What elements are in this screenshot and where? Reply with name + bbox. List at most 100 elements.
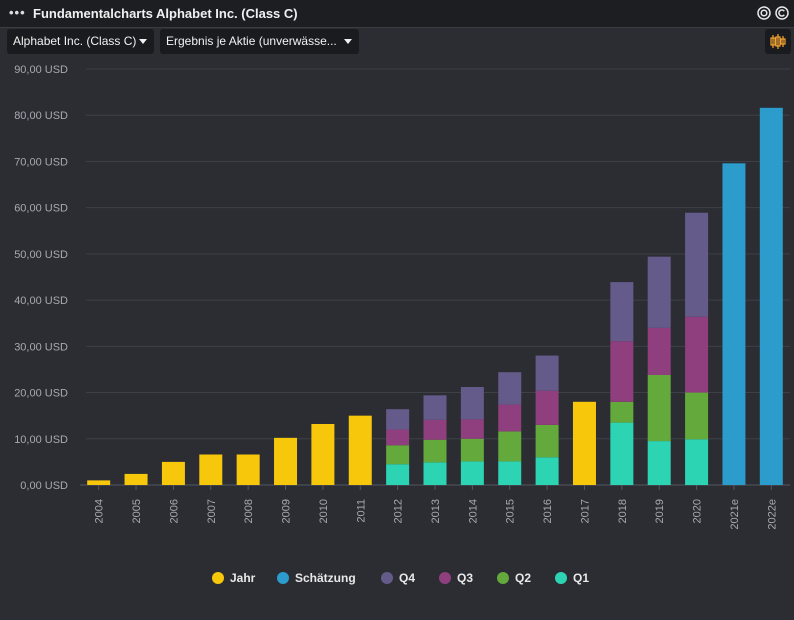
x-tick-label: 2014 [467, 499, 479, 523]
bar-schätzung-2022e [759, 107, 783, 486]
bar-jahr-2008 [236, 454, 260, 485]
bar-q1-2014 [460, 461, 484, 485]
legend-dot [381, 572, 393, 584]
bar-jahr-2017 [572, 401, 596, 485]
bar-q1-2012 [386, 464, 410, 485]
metric-select[interactable]: Ergebnis je Aktie (unverwässe... [160, 29, 359, 54]
legend-label: Q3 [457, 571, 474, 585]
bar-jahr-2004 [87, 480, 111, 485]
legend-item-q2[interactable]: Q2 [497, 568, 531, 588]
y-tick-label: 10,00 USD [14, 434, 68, 446]
ellipsis-icon[interactable]: ••• [9, 5, 26, 20]
bar-jahr-2005 [124, 473, 148, 485]
y-tick-label: 80,00 USD [14, 110, 68, 122]
y-tick-label: 60,00 USD [14, 203, 68, 215]
chevron-down-icon [344, 39, 352, 44]
bar-q4-2016 [535, 355, 559, 391]
x-tick-label: 2009 [281, 499, 293, 523]
bar-q2-2020 [685, 392, 709, 440]
x-tick-label: 2019 [654, 499, 666, 523]
bar-jahr-2009 [274, 437, 298, 485]
x-tick-label: 2008 [243, 499, 255, 523]
legend-item-q1[interactable]: Q1 [555, 568, 589, 588]
legend-item-q4[interactable]: Q4 [381, 568, 415, 588]
x-tick-label: 2010 [318, 499, 330, 523]
bar-q4-2019 [647, 256, 671, 328]
copyright-icon[interactable] [775, 6, 789, 20]
legend-dot [497, 572, 509, 584]
legend-label: Q1 [573, 571, 590, 585]
x-tick-label: 2021e [729, 499, 741, 530]
bar-q2-2012 [386, 445, 410, 465]
bar-jahr-2007 [199, 454, 223, 485]
bar-q2-2018 [610, 401, 634, 423]
y-tick-label: 50,00 USD [14, 249, 68, 261]
x-tick-label: 2005 [131, 499, 143, 523]
legend-dot [555, 572, 567, 584]
bar-q3-2020 [685, 316, 709, 393]
bar-q1-2013 [423, 462, 447, 485]
bar-jahr-2006 [161, 461, 185, 485]
bar-q4-2018 [610, 282, 634, 342]
legend-label: Schätzung [295, 571, 356, 585]
chevron-down-icon [139, 39, 147, 44]
bar-q4-2015 [498, 372, 522, 405]
x-tick-label: 2022e [766, 499, 778, 530]
window-titlebar: ••• Fundamentalcharts Alphabet Inc. (Cla… [0, 0, 794, 28]
bar-q1-2018 [610, 422, 634, 485]
bar-jahr-2011 [348, 415, 372, 485]
bar-q1-2016 [535, 457, 559, 485]
candlestick-settings-icon[interactable] [765, 29, 791, 54]
y-tick-label: 70,00 USD [14, 156, 68, 168]
window-title: Fundamentalcharts Alphabet Inc. (Class C… [33, 6, 298, 21]
legend-label: Jahr [230, 571, 256, 585]
y-tick-label: 0,00 USD [20, 480, 68, 492]
x-tick-label: 2017 [579, 499, 591, 523]
bar-q3-2012 [386, 429, 410, 446]
target-icon[interactable] [757, 6, 771, 20]
bar-q3-2016 [535, 390, 559, 425]
x-tick-label: 2007 [206, 499, 218, 523]
x-tick-label: 2013 [430, 499, 442, 523]
legend-dot [212, 572, 224, 584]
bar-jahr-2010 [311, 423, 335, 485]
bar-q4-2013 [423, 395, 447, 420]
legend-item-schätzung[interactable]: Schätzung [277, 568, 356, 588]
bar-q1-2019 [647, 441, 671, 485]
x-tick-label: 2016 [542, 499, 554, 523]
bar-q4-2014 [460, 387, 484, 420]
legend-label: Q2 [515, 571, 532, 585]
x-tick-label: 2018 [617, 499, 629, 523]
eps-bar-chart: 0,00 USD 10,00 USD 20,00 USD 30,00 USD 40,00… [14, 64, 790, 530]
legend-item-q3[interactable]: Q3 [439, 568, 473, 588]
bar-q2-2019 [647, 374, 671, 442]
bar-q2-2014 [460, 438, 484, 462]
x-tick-label: 2020 [692, 499, 704, 523]
legend-dot [439, 572, 451, 584]
y-tick-label: 40,00 USD [14, 295, 68, 307]
bar-q1-2015 [498, 461, 522, 485]
legend-dot [277, 572, 289, 584]
bar-q2-2015 [498, 431, 522, 462]
legend-item-jahr[interactable]: Jahr [212, 568, 255, 588]
x-tick-label: 2006 [168, 499, 180, 523]
chart-area: 0,00 USD 10,00 USD 20,00 USD 30,00 USD 40,00… [0, 58, 794, 615]
x-tick-label: 2011 [355, 499, 367, 523]
x-tick-label: 2012 [393, 499, 405, 523]
company-select[interactable]: Alphabet Inc. (Class C) [7, 29, 154, 54]
y-tick-label: 30,00 USD [14, 341, 68, 353]
bar-q3-2015 [498, 404, 522, 432]
company-select-value: Alphabet Inc. (Class C) [13, 34, 137, 48]
y-tick-label: 90,00 USD [14, 64, 68, 76]
metric-select-value: Ergebnis je Aktie (unverwässe... [166, 34, 337, 48]
bar-q4-2020 [685, 212, 709, 317]
bar-q3-2019 [647, 327, 671, 375]
bar-q3-2013 [423, 419, 447, 440]
bar-q3-2014 [460, 419, 484, 439]
legend-label: Q4 [399, 571, 416, 585]
bar-q2-2013 [423, 439, 447, 463]
toolbar: Alphabet Inc. (Class C) Ergebnis je Akti… [0, 28, 794, 58]
bar-q2-2016 [535, 424, 559, 458]
bar-q4-2012 [386, 409, 410, 430]
x-tick-label: 2015 [505, 499, 517, 523]
